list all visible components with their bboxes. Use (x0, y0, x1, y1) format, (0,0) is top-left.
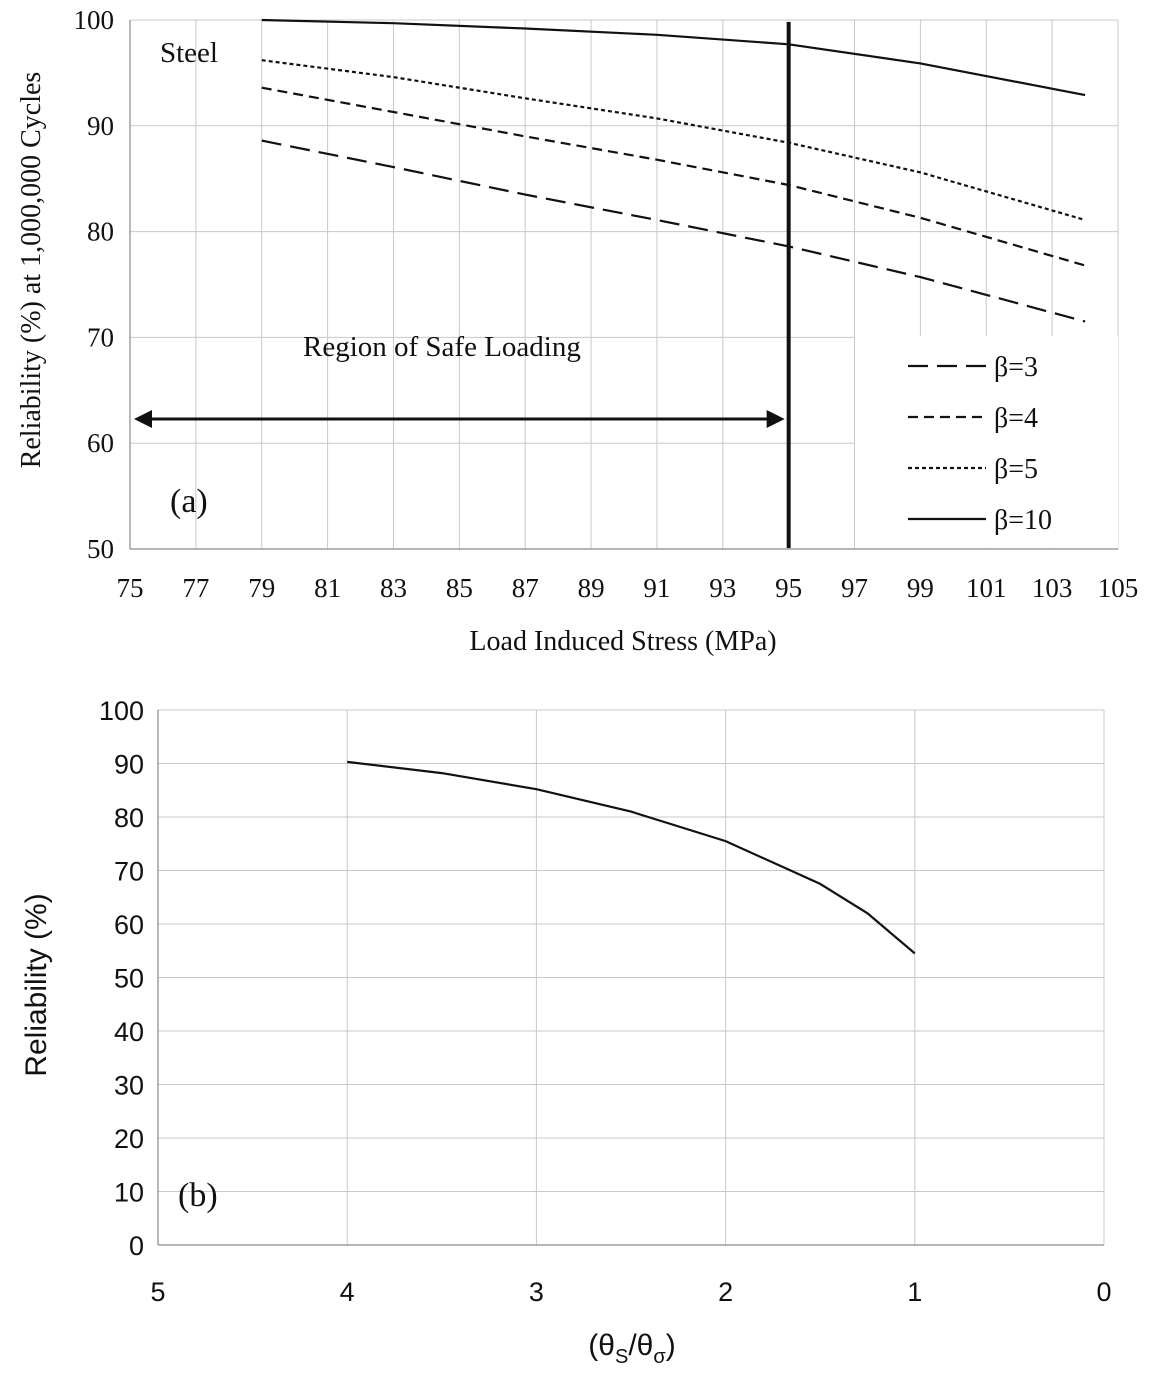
panel-a-safe-region (134, 22, 791, 548)
a-x-tick-label: 77 (182, 573, 209, 603)
panel-b-axes (157, 710, 1104, 1246)
b-y-tick-label: 20 (114, 1124, 144, 1154)
a-x-tick-label: 87 (512, 573, 539, 603)
b-y-tick-label: 90 (114, 750, 144, 780)
b-y-tick-label: 50 (114, 964, 144, 994)
panel-a-series (261, 18, 1086, 323)
b-x-tick-label: 5 (150, 1277, 165, 1307)
panel-b-label: (b) (178, 1177, 218, 1214)
b-y-tick-label: 60 (114, 910, 144, 940)
panel-b-series (347, 760, 916, 955)
safe-region-arrowhead-left (134, 410, 152, 428)
panel-b-gridlines (157, 709, 1105, 1246)
safe-region-arrowhead-right (766, 410, 785, 428)
a-series-line-beta-3 (261, 139, 1086, 323)
b-y-tick-label: 40 (114, 1017, 144, 1047)
a-series-line-beta-10 (261, 18, 1086, 97)
b-x-tick-label: 4 (340, 1277, 355, 1307)
panel-a-label: (a) (170, 483, 208, 520)
a-x-tick-label: 99 (907, 573, 934, 603)
a-x-tick-label: 75 (117, 573, 144, 603)
b-y-tick-label: 30 (114, 1071, 144, 1101)
panel-a-chart: 75 77 79 81 83 85 87 89 91 93 95 97 99 101 103 105 50 60 7… (16, 5, 1138, 657)
b-series-line-reliability (347, 760, 916, 955)
xlabel-open: (θ (588, 1329, 615, 1362)
a-y-tick-label: 80 (87, 217, 114, 247)
a-x-tick-label: 81 (314, 573, 341, 603)
region-annotation: Region of Safe Loading (303, 331, 581, 363)
a-y-tick-label: 100 (74, 5, 115, 35)
a-x-tick-label: 79 (248, 573, 275, 603)
a-x-tick-label: 93 (709, 573, 736, 603)
xlabel-close: ) (666, 1329, 676, 1362)
b-x-tick-label: 3 (529, 1277, 544, 1307)
b-x-tick-label: 2 (718, 1277, 733, 1307)
material-annotation: Steel (160, 37, 218, 69)
panel-a-tick-labels: 75 77 79 81 83 85 87 89 91 93 95 97 99 101 103 105 50 60 7… (74, 5, 1139, 603)
legend-label: β=10 (994, 505, 1052, 536)
xlabel-sub2: σ (653, 1346, 666, 1368)
legend-box (855, 336, 1118, 548)
panel-b-x-axis-label: (θS/θσ) (588, 1329, 675, 1368)
a-y-tick-label: 50 (87, 534, 114, 564)
a-x-tick-label: 85 (446, 573, 473, 603)
a-x-tick-label: 89 (578, 573, 605, 603)
b-x-tick-label: 0 (1096, 1277, 1111, 1307)
b-y-tick-label: 70 (114, 857, 144, 887)
legend-label: β=3 (994, 352, 1038, 383)
a-x-tick-label: 105 (1098, 573, 1139, 603)
b-x-tick-label: 1 (907, 1277, 922, 1307)
a-y-tick-label: 70 (87, 322, 114, 352)
legend-label: β=5 (994, 454, 1038, 485)
a-x-tick-label: 97 (841, 573, 868, 603)
b-y-tick-label: 10 (114, 1178, 144, 1208)
a-series-line-beta-4 (261, 86, 1086, 267)
a-x-tick-label: 103 (1032, 573, 1073, 603)
xlabel-mid: /θ (628, 1329, 653, 1362)
a-x-tick-label: 95 (775, 573, 802, 603)
a-x-tick-label: 83 (380, 573, 407, 603)
legend-label: β=4 (994, 403, 1038, 434)
b-y-tick-label: 80 (114, 803, 144, 833)
panel-a-y-axis-label: Reliability (%) at 1,000,000 Cycles (16, 72, 47, 469)
b-y-tick-label: 100 (99, 696, 144, 726)
panel-a-x-axis-label: Load Induced Stress (MPa) (469, 626, 776, 657)
panel-a-axes (129, 20, 1118, 550)
a-x-tick-label: 101 (966, 573, 1007, 603)
b-y-tick-label: 0 (129, 1231, 144, 1261)
a-x-tick-label: 91 (643, 573, 670, 603)
panel-a-legend: β=3 β=4 β=5 β=10 (855, 336, 1118, 548)
a-y-tick-label: 60 (87, 428, 114, 458)
panel-b-y-axis-label: Reliability (%) (20, 893, 53, 1076)
xlabel-sub1: S (615, 1346, 628, 1368)
a-y-tick-label: 90 (87, 111, 114, 141)
a-series-line-beta-5 (261, 59, 1086, 222)
